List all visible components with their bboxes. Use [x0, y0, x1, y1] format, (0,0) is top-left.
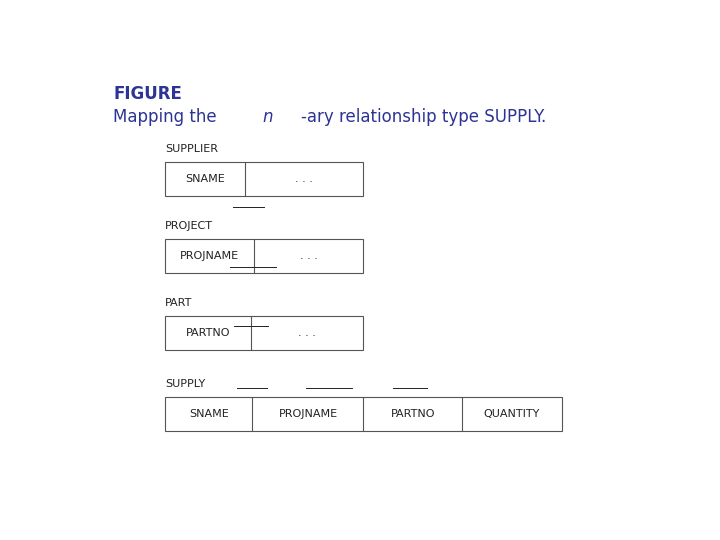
Text: SNAME: SNAME — [185, 174, 225, 184]
Text: PARTNO: PARTNO — [391, 409, 435, 419]
Text: SUPPLY: SUPPLY — [166, 379, 206, 389]
Text: PARTNO: PARTNO — [186, 328, 230, 338]
Bar — [166, 239, 364, 273]
Bar — [166, 315, 364, 349]
Text: -ary relationship type SUPPLY.: -ary relationship type SUPPLY. — [302, 109, 546, 126]
Text: SNAME: SNAME — [189, 409, 229, 419]
Bar — [166, 161, 364, 196]
Text: n: n — [262, 109, 273, 126]
Text: . . .: . . . — [298, 328, 316, 338]
Text: PROJECT: PROJECT — [166, 221, 213, 231]
Bar — [166, 396, 562, 431]
Text: . . .: . . . — [295, 174, 313, 184]
Text: Mapping the: Mapping the — [114, 109, 222, 126]
Text: SUPPLIER: SUPPLIER — [166, 144, 218, 154]
Text: PART: PART — [166, 298, 193, 308]
Text: PROJNAME: PROJNAME — [180, 251, 240, 261]
Text: FIGURE: FIGURE — [114, 85, 182, 103]
Text: QUANTITY: QUANTITY — [484, 409, 540, 419]
Text: . . .: . . . — [300, 251, 318, 261]
Text: PROJNAME: PROJNAME — [279, 409, 338, 419]
